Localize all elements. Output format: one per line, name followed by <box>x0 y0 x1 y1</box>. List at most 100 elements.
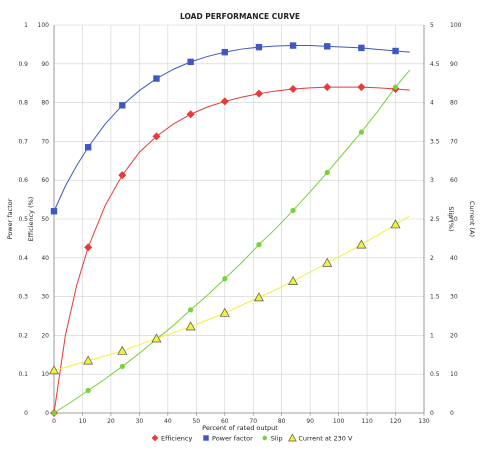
y-tick-label-left-inner: 50 <box>41 216 49 223</box>
marker-slip <box>324 169 330 176</box>
marker-slip <box>290 207 296 214</box>
y-tick-label-right-outer: 50 <box>450 216 458 223</box>
legend-swatch-power-factor <box>203 435 209 441</box>
y-tick-label-right-outer: 70 <box>450 138 458 145</box>
y-tick-label-left-outer: 0.1 <box>18 371 28 378</box>
marker-power-factor <box>119 102 126 109</box>
marker-efficiency <box>254 89 263 98</box>
x-tick-label: 20 <box>107 418 115 425</box>
legend: Efficiency Power factor Slip Current at 230… <box>151 433 353 443</box>
y-tick-label-left-inner: 90 <box>41 61 49 68</box>
marker-efficiency <box>323 83 332 92</box>
legend-item-efficiency: Efficiency <box>151 434 192 443</box>
marker-current-at-230-v <box>117 345 128 355</box>
marker-slip <box>256 242 262 248</box>
data-markers <box>49 42 401 417</box>
curve-current-at-230-v <box>53 215 411 371</box>
legend-item-slip: Slip <box>262 435 283 443</box>
marker-current-at-230-v <box>49 365 59 375</box>
marker-power-factor <box>324 43 331 50</box>
marker-efficiency <box>84 243 93 252</box>
y-tick-label-left-outer: 0.6 <box>18 177 28 184</box>
y-tick-label-left-inner: 30 <box>41 294 49 301</box>
y-tick-label-right-outer: 80 <box>450 100 458 107</box>
y-tick-label-left-inner: 100 <box>38 22 50 29</box>
marker-power-factor <box>50 208 58 215</box>
marker-current-at-230-v <box>390 219 401 229</box>
marker-slip <box>188 307 194 313</box>
x-tick-label: 90 <box>306 418 314 425</box>
marker-efficiency <box>186 110 195 119</box>
y-axis-label-slip: Slip (%) <box>447 206 455 231</box>
y-axis-label-efficiency: Efficiency (%) <box>27 197 35 242</box>
marker-efficiency <box>289 85 298 94</box>
y-tick-label-left-outer: 0.3 <box>18 294 28 301</box>
y-tick-label-right-inner: 1 <box>430 332 434 339</box>
x-tick-label: 100 <box>333 418 345 425</box>
marker-current-at-230-v <box>288 275 299 285</box>
marker-slip <box>222 276 228 282</box>
marker-power-factor <box>392 47 399 55</box>
y-tick-label-left-inner: 0 <box>45 410 49 417</box>
x-tick-label: 40 <box>164 418 172 425</box>
y-tick-label-right-inner: 0.5 <box>430 371 440 378</box>
y-tick-label-right-outer: 90 <box>450 61 458 68</box>
y-tick-label-right-inner: 0 <box>430 410 434 417</box>
y-tick-label-left-outer: 1 <box>24 22 28 29</box>
legend-item-current-at-230-v: Current at 230 V <box>288 433 353 443</box>
legend-swatch-current-at-230-v <box>288 433 297 442</box>
marker-slip <box>392 84 399 90</box>
y-tick-label-left-inner: 70 <box>41 138 49 145</box>
y-tick-label-left-inner: 20 <box>41 332 49 339</box>
axes: 0 10 20 30 40 50 60 70 80 90 100 110 120 13000.10.20.… <box>18 22 461 425</box>
x-tick-label: 50 <box>192 418 200 425</box>
y-tick-label-right-inner: 3.5 <box>430 138 440 145</box>
chart-title: LOAD PERFORMANCE CURVE <box>180 12 300 21</box>
y-axis-label-current: Current (A) <box>468 201 476 237</box>
marker-current-at-230-v <box>356 239 367 249</box>
y-tick-label-right-inner: 4 <box>430 100 434 107</box>
y-tick-label-right-outer: 60 <box>450 177 458 184</box>
x-axis-label: Percent of rated output <box>202 424 278 432</box>
y-tick-label-left-inner: 60 <box>41 177 49 184</box>
legend-label-slip: Slip <box>271 435 283 443</box>
legend-swatch-efficiency <box>151 434 159 442</box>
y-tick-label-right-outer: 100 <box>450 22 462 29</box>
marker-slip <box>85 387 91 394</box>
y-tick-label-right-outer: 30 <box>450 294 458 301</box>
y-tick-label-right-inner: 4.5 <box>430 61 440 68</box>
y-tick-label-right-outer: 40 <box>450 255 458 262</box>
x-tick-label: 30 <box>136 418 144 425</box>
marker-current-at-230-v <box>151 333 162 343</box>
marker-current-at-230-v <box>83 355 94 365</box>
marker-efficiency <box>357 83 366 92</box>
y-tick-label-left-inner: 40 <box>41 255 49 262</box>
x-tick-label: 60 <box>221 418 229 425</box>
y-axis-label-power-factor: Power factor <box>6 198 14 239</box>
marker-efficiency <box>220 97 229 106</box>
y-tick-label-left-outer: 0.7 <box>18 138 28 145</box>
y-tick-label-left-outer: 0.8 <box>18 100 28 107</box>
curve-slip <box>53 69 411 414</box>
y-tick-label-left-inner: 80 <box>41 100 49 107</box>
x-tick-label: 130 <box>418 418 430 425</box>
x-tick-label: 110 <box>361 418 373 425</box>
y-tick-label-right-inner: 2 <box>430 255 434 262</box>
marker-power-factor <box>358 44 365 52</box>
marker-efficiency <box>118 171 127 180</box>
y-tick-label-right-outer: 10 <box>450 371 458 378</box>
y-tick-label-right-inner: 1.5 <box>430 294 440 301</box>
marker-power-factor <box>289 42 297 49</box>
marker-power-factor <box>255 43 263 51</box>
marker-power-factor <box>153 75 160 82</box>
y-tick-label-left-outer: 0.5 <box>18 216 28 223</box>
legend-label-current-at-230-v: Current at 230 V <box>298 435 353 443</box>
marker-current-at-230-v <box>322 257 333 267</box>
y-tick-label-left-outer: 0.2 <box>18 332 28 339</box>
marker-current-at-230-v <box>219 307 230 317</box>
marker-power-factor <box>187 58 194 66</box>
marker-power-factor <box>221 48 228 56</box>
x-tick-label: 120 <box>390 418 402 425</box>
